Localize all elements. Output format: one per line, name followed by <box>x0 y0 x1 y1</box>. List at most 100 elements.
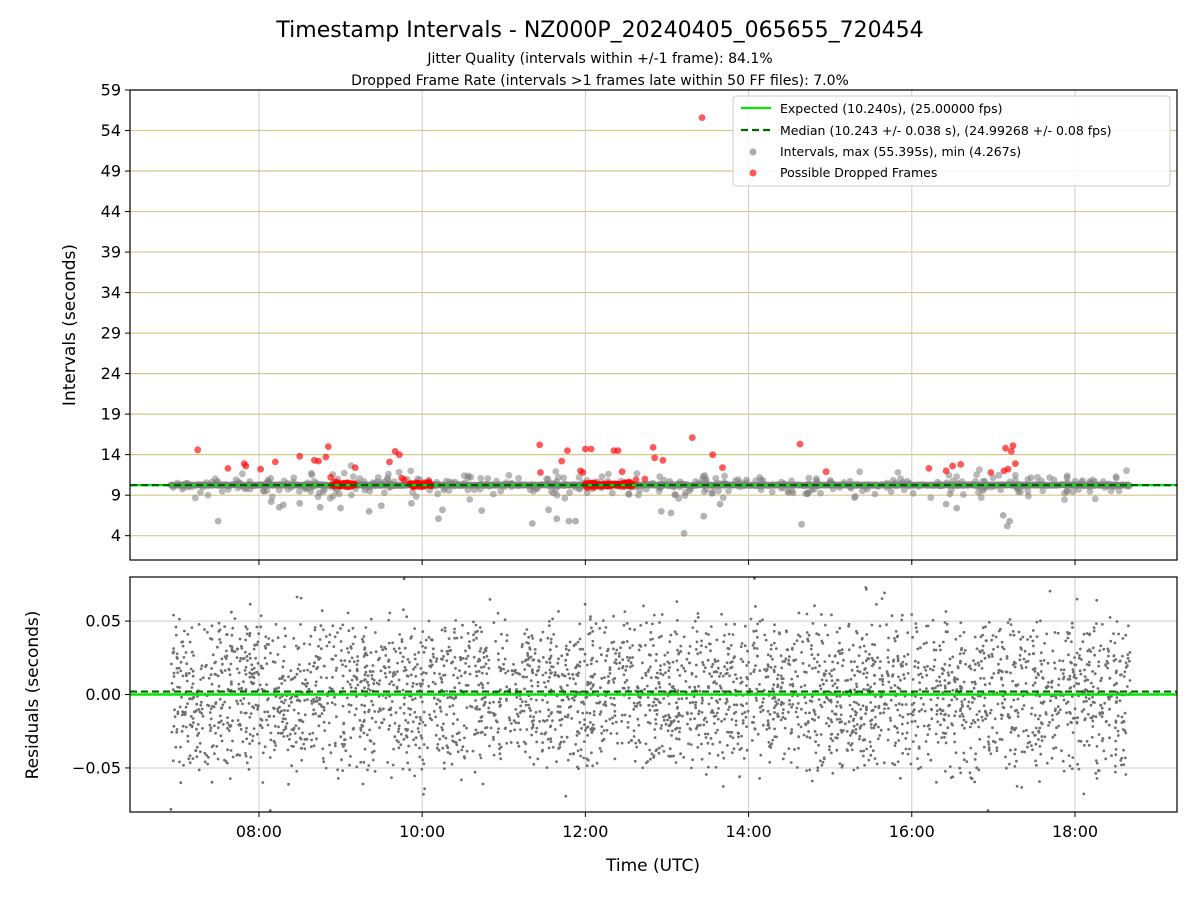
residual-point <box>393 735 397 739</box>
residual-point <box>897 702 901 706</box>
residual-point <box>776 715 780 718</box>
residual-point <box>392 683 395 687</box>
residual-point <box>859 716 863 720</box>
residual-point <box>1097 664 1101 668</box>
residual-point <box>438 672 441 676</box>
residual-point <box>796 674 799 678</box>
residual-point <box>451 722 455 726</box>
residual-point <box>276 731 280 735</box>
residual-point <box>274 622 278 626</box>
residual-point <box>695 640 699 644</box>
residual-point <box>1084 688 1087 691</box>
residual-point <box>583 652 587 656</box>
residual-point <box>708 672 712 676</box>
residual-point <box>362 655 366 658</box>
interval-point <box>515 474 522 482</box>
residual-point <box>213 752 216 756</box>
residual-point <box>794 670 797 673</box>
interval-point <box>778 485 785 492</box>
residual-point <box>394 650 398 653</box>
residual-point <box>463 670 467 674</box>
residual-point <box>675 632 678 636</box>
residual-point <box>852 724 856 728</box>
residual-point <box>655 671 659 675</box>
residual-point <box>667 676 671 679</box>
residual-point <box>410 730 414 733</box>
residual-point <box>456 750 460 754</box>
residual-point <box>608 668 612 672</box>
residual-point <box>936 684 940 688</box>
interval-point <box>887 488 895 496</box>
interval-point <box>701 472 709 479</box>
residual-point <box>723 665 726 669</box>
residual-point <box>959 771 963 775</box>
residual-point <box>997 671 1000 675</box>
residual-point <box>835 748 839 752</box>
residual-point <box>190 626 194 629</box>
residual-point <box>730 751 734 754</box>
residual-point <box>714 660 717 664</box>
interval-point <box>768 488 776 496</box>
residual-point <box>297 646 301 649</box>
residual-point <box>1065 711 1068 715</box>
residual-point <box>780 666 784 670</box>
residual-point <box>1037 673 1040 677</box>
residual-point <box>944 712 947 716</box>
residual-point <box>621 641 624 644</box>
residual-point <box>918 688 922 692</box>
residual-point <box>180 713 184 717</box>
residual-point <box>1031 667 1035 671</box>
residual-point <box>881 683 885 686</box>
residual-point <box>553 671 557 674</box>
residual-point <box>830 613 833 617</box>
residual-point <box>284 717 287 721</box>
residual-point <box>779 718 783 722</box>
residual-point <box>855 665 859 669</box>
residual-point <box>455 732 459 736</box>
residual-point <box>484 649 488 653</box>
residual-point <box>361 782 365 786</box>
residual-point <box>440 657 443 661</box>
residual-point <box>911 678 915 681</box>
residual-point <box>920 708 924 711</box>
residual-point <box>967 700 971 704</box>
residual-point <box>397 724 401 728</box>
residual-point <box>1118 660 1122 663</box>
residual-point <box>764 675 768 679</box>
dropped-frame-point <box>641 475 649 483</box>
residual-point <box>421 644 424 648</box>
residual-point <box>1013 752 1017 756</box>
residual-point <box>999 713 1003 717</box>
residual-point <box>265 642 269 646</box>
residual-point <box>456 718 459 721</box>
residual-point <box>595 660 599 663</box>
residual-point <box>855 723 859 726</box>
residual-point <box>243 711 247 715</box>
residual-point <box>216 726 220 730</box>
residual-point <box>265 662 269 666</box>
residual-point <box>649 676 653 680</box>
residual-point <box>565 668 569 671</box>
residual-point <box>805 769 808 772</box>
residual-point <box>379 669 383 673</box>
residual-point <box>302 742 306 746</box>
residual-point <box>893 684 897 687</box>
residual-point <box>917 747 921 750</box>
residual-point <box>1080 658 1083 661</box>
residual-point <box>335 715 338 719</box>
residual-point <box>252 647 256 651</box>
residual-point <box>859 749 863 753</box>
residual-point <box>411 685 414 688</box>
residual-point <box>925 673 929 677</box>
residual-point <box>1043 641 1046 645</box>
residual-point <box>361 640 365 644</box>
residual-point <box>689 717 692 721</box>
residual-point <box>378 726 381 730</box>
residual-point <box>1072 675 1076 679</box>
residual-point <box>451 734 454 738</box>
dropped-frame-point <box>1004 465 1012 473</box>
residual-point <box>768 760 772 764</box>
residual-point <box>333 635 337 639</box>
residual-point <box>828 654 831 658</box>
residual-point <box>1071 756 1075 759</box>
